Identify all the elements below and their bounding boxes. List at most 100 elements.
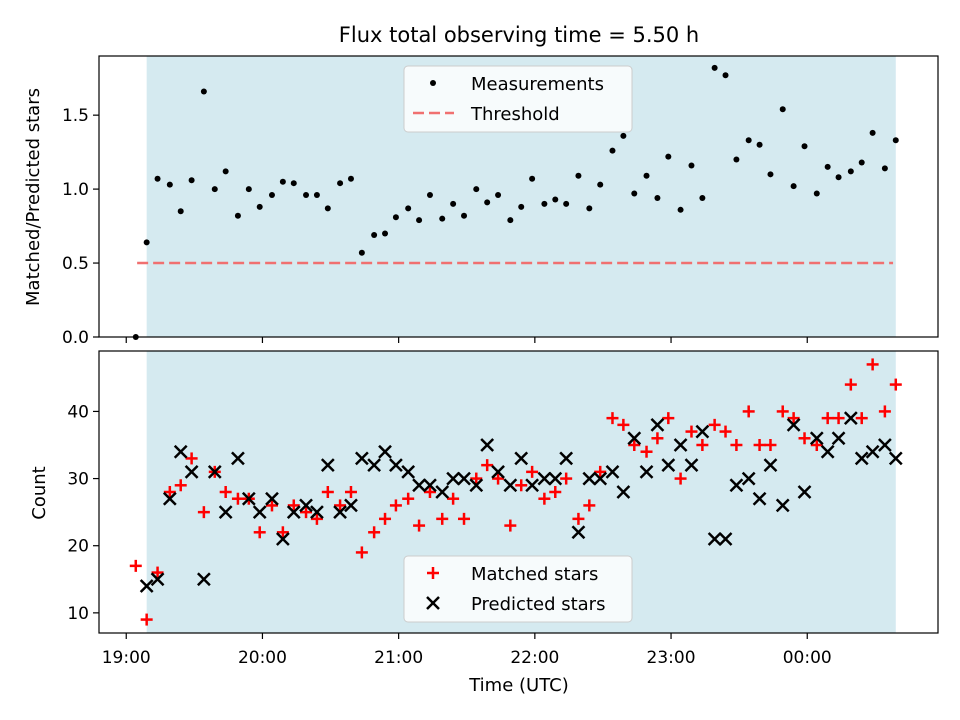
measurement-point xyxy=(495,192,502,199)
predicted-star-point xyxy=(537,471,552,486)
predicted-star-point xyxy=(231,451,245,466)
bottom-x-tick-label: 20:00 xyxy=(238,648,287,668)
measurements-points xyxy=(132,64,899,340)
matched-star-point xyxy=(276,526,289,539)
predicted-star-point xyxy=(797,485,812,499)
predicted-star-point xyxy=(150,572,165,587)
matched-star-point xyxy=(640,445,653,458)
top-y-tick-label: 0.0 xyxy=(62,328,89,348)
measurement-point xyxy=(552,196,559,203)
bottom-plot-frame xyxy=(98,350,939,634)
matched-star-point xyxy=(560,472,573,485)
bottom-x-tick-label: 19:00 xyxy=(102,648,151,668)
matched-star-point xyxy=(662,412,675,425)
matched-star-point xyxy=(140,613,153,626)
measurement-point xyxy=(518,203,525,210)
measurement-point xyxy=(188,177,195,184)
predicted-star-point xyxy=(275,532,290,546)
predicted-star-point xyxy=(593,471,608,486)
legend-cross-marker xyxy=(426,596,440,610)
measurement-point xyxy=(211,186,218,193)
matched-star-point xyxy=(481,459,494,472)
measurement-point xyxy=(529,175,536,182)
matched-star-point xyxy=(821,412,834,425)
measurement-point xyxy=(779,106,786,113)
measurement-point xyxy=(643,172,650,179)
predicted-star-point xyxy=(173,444,188,459)
predicted-star-point xyxy=(809,431,824,446)
matched-star-point xyxy=(855,412,868,425)
bottom-y-tick-label: 20 xyxy=(67,537,89,557)
measurement-point xyxy=(245,186,252,193)
bottom-y-tick-label: 10 xyxy=(67,604,89,624)
measurement-point xyxy=(143,239,150,246)
measurement-point xyxy=(892,137,899,144)
matched-star-point xyxy=(583,499,596,512)
predicted-star-point xyxy=(286,505,301,520)
predicted-stars-points xyxy=(139,411,903,593)
predicted-star-point xyxy=(673,438,688,452)
predicted-star-point xyxy=(139,579,154,593)
predicted-star-point xyxy=(616,485,631,499)
top-y-axis-label: Matched/Predicted stars xyxy=(23,88,44,306)
measurement-point xyxy=(222,168,229,175)
predicted-star-point xyxy=(865,444,880,459)
measurement-point xyxy=(416,217,423,224)
measurement-point xyxy=(597,181,604,188)
bottom-x-axis-label: Time (UTC) xyxy=(468,675,569,696)
bottom-x-axis: 19:00 20:00 21:00 22:00 23:00 00:00 xyxy=(102,633,832,668)
predicted-star-point xyxy=(514,451,529,466)
legend-matched-label: Matched stars xyxy=(471,564,598,585)
matched-star-point xyxy=(742,405,755,418)
predicted-star-point xyxy=(446,471,461,486)
matched-star-point xyxy=(368,526,381,539)
measurement-point xyxy=(484,199,491,206)
matched-star-point xyxy=(753,439,766,451)
predicted-star-point xyxy=(378,444,392,459)
measurement-point xyxy=(290,180,297,187)
top-y-tick-label: 1.0 xyxy=(62,180,89,200)
matched-star-point xyxy=(719,425,732,438)
predicted-star-point xyxy=(684,458,699,473)
matched-star-point xyxy=(594,465,607,478)
measurement-point xyxy=(507,217,514,224)
matched-star-point xyxy=(708,418,721,431)
matched-star-point xyxy=(810,439,823,451)
measurement-point xyxy=(631,190,638,197)
matched-star-point xyxy=(504,519,517,532)
matched-star-point xyxy=(572,512,585,525)
measurement-point xyxy=(382,230,389,237)
measurement-point xyxy=(869,129,876,136)
predicted-star-point xyxy=(344,498,358,513)
measurement-point xyxy=(881,165,888,172)
matched-star-point xyxy=(776,405,789,418)
measurement-point xyxy=(813,190,820,197)
measurement-point xyxy=(268,192,275,199)
measurement-point xyxy=(688,162,695,169)
measurement-point xyxy=(745,137,752,144)
measurement-point xyxy=(347,175,354,182)
predicted-star-point xyxy=(480,438,495,452)
matched-star-point xyxy=(538,492,551,505)
measurement-point xyxy=(847,168,854,175)
matched-star-point xyxy=(151,566,164,579)
measurement-point xyxy=(677,206,684,213)
matched-star-point xyxy=(787,412,800,425)
measurement-point xyxy=(541,200,548,207)
predicted-star-point xyxy=(252,505,267,520)
matched-star-point xyxy=(219,486,232,498)
predicted-star-point xyxy=(877,438,892,452)
measurement-point xyxy=(303,192,310,199)
measurement-point xyxy=(473,186,480,193)
matched-star-point xyxy=(866,358,879,371)
matched-star-point xyxy=(379,512,392,525)
matched-star-point xyxy=(889,378,902,391)
matched-star-point xyxy=(515,479,528,492)
top-y-axis: 0.0 0.5 1.0 1.5 xyxy=(62,106,99,348)
matched-star-point xyxy=(764,439,777,451)
bottom-x-tick-label: 22:00 xyxy=(510,648,559,668)
top-y-tick-label: 0.5 xyxy=(62,254,89,274)
matched-star-point xyxy=(253,526,266,539)
measurement-point xyxy=(835,174,842,181)
matched-star-point xyxy=(628,439,641,451)
